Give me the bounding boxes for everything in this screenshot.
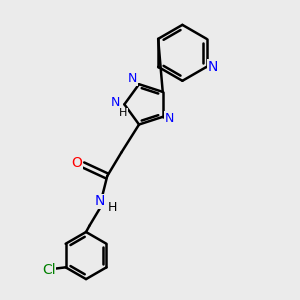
Text: H: H <box>107 201 117 214</box>
Text: N: N <box>164 112 174 125</box>
Text: N: N <box>95 194 105 208</box>
Text: N: N <box>128 72 137 86</box>
Text: O: O <box>71 155 82 170</box>
Text: Cl: Cl <box>42 263 56 277</box>
Text: H: H <box>119 108 127 118</box>
Text: N: N <box>208 60 218 74</box>
Text: N: N <box>111 96 120 110</box>
